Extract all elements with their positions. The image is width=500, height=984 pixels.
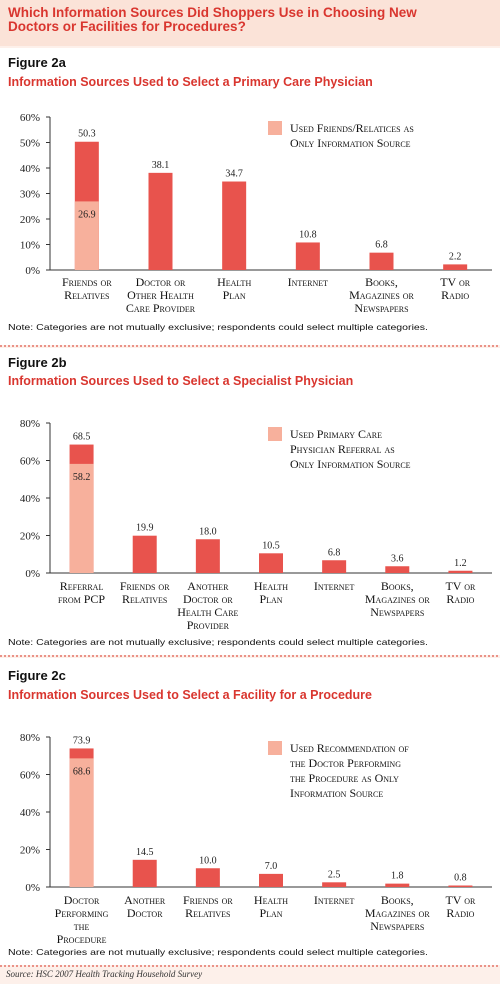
x-tick-label: Books, Magazines or Newspapers	[349, 275, 414, 315]
legend-label: Used Primary Care Physician Referral as On…	[290, 427, 411, 471]
value-label: 19.9	[136, 523, 154, 534]
y-tick-label: 80%	[20, 732, 40, 744]
x-tick-label: TV or Radio	[440, 275, 471, 302]
figure-label: Figure 2c	[8, 668, 66, 683]
x-tick-label: Friends or Relatives	[183, 893, 233, 920]
y-tick-label: 40%	[20, 493, 40, 505]
legend-swatch	[268, 427, 282, 441]
highlight-bar	[69, 463, 94, 573]
x-tick-label: Health Plan	[254, 579, 288, 606]
x-tick-label: Internet	[314, 579, 355, 593]
value-label: 6.8	[328, 547, 341, 558]
legend-swatch	[268, 741, 282, 755]
y-tick-label: 20%	[20, 845, 40, 857]
y-tick-label: 0%	[25, 265, 40, 277]
highlight-value-label: 68.6	[73, 766, 91, 777]
legend-swatch	[268, 121, 282, 135]
x-tick-label: Another Doctor or Health Care Provider	[177, 579, 238, 632]
bar	[195, 539, 220, 573]
chart-title: Information Sources Used to Select a Fac…	[8, 688, 372, 702]
bar	[369, 252, 394, 270]
y-tick-label: 80%	[20, 418, 40, 430]
chart-title: Information Sources Used to Select a Pri…	[8, 75, 373, 89]
bar	[295, 242, 320, 270]
bar	[259, 553, 283, 573]
bar	[322, 882, 347, 887]
figure-label: Figure 2b	[8, 355, 67, 370]
note: Note: Categories are not mutually exclus…	[8, 947, 428, 957]
bar	[132, 859, 157, 887]
value-label: 2.2	[449, 251, 462, 262]
x-tick-label: Internet	[288, 275, 329, 289]
bar	[322, 560, 347, 573]
value-label: 10.0	[199, 855, 217, 866]
highlight-bar	[74, 201, 99, 270]
bar	[148, 172, 173, 270]
y-tick-label: 60%	[20, 112, 40, 124]
y-tick-label: 20%	[20, 214, 40, 226]
bar	[448, 885, 473, 887]
value-label: 10.5	[262, 540, 280, 551]
value-label: 34.7	[225, 169, 243, 180]
highlight-value-label: 26.9	[78, 209, 96, 220]
source: Source: HSC 2007 Health Tracking Househo…	[6, 969, 202, 979]
figure-label: Figure 2a	[8, 55, 67, 70]
bar	[195, 868, 220, 887]
bar	[443, 264, 468, 270]
highlight-bar	[69, 758, 94, 887]
note: Note: Categories are not mutually exclus…	[8, 322, 428, 332]
x-tick-label: Referral from PCP	[58, 579, 105, 606]
note: Note: Categories are not mutually exclus…	[8, 637, 428, 647]
value-label: 68.5	[73, 432, 91, 443]
value-label: 6.8	[375, 240, 388, 251]
bar	[222, 181, 247, 270]
chart-title: Information Sources Used to Select a Spe…	[8, 374, 353, 388]
value-label: 7.0	[265, 861, 278, 872]
x-tick-label: Friends or Relatives	[62, 275, 112, 302]
x-tick-label: Doctor or Other Health Care Provider	[126, 275, 196, 315]
x-tick-label: TV or Radio	[445, 893, 476, 920]
highlight-value-label: 58.2	[73, 472, 91, 483]
y-tick-label: 50%	[20, 138, 40, 150]
value-label: 10.8	[299, 229, 317, 240]
y-tick-label: 60%	[20, 456, 40, 468]
legend-label: Used Recommendation of the Doctor Perform…	[290, 741, 409, 800]
header-band	[0, 0, 500, 46]
value-label: 73.9	[73, 735, 91, 746]
x-tick-label: Health Plan	[254, 893, 288, 920]
x-tick-label: Friends or Relatives	[120, 579, 170, 606]
bar	[132, 535, 157, 573]
x-tick-label: Books, Magazines or Newspapers	[365, 579, 430, 619]
y-tick-label: 10%	[20, 240, 40, 252]
value-label: 1.2	[454, 558, 467, 569]
bar	[385, 566, 410, 573]
value-label: 14.5	[136, 847, 154, 858]
x-tick-label: Health Plan	[217, 275, 251, 302]
legend-label: Used Friends/Relatices as Only Informatio…	[290, 121, 414, 150]
value-label: 2.5	[328, 869, 341, 880]
y-tick-label: 0%	[25, 882, 40, 894]
x-tick-label: Internet	[314, 893, 355, 907]
bar	[259, 873, 283, 887]
y-tick-label: 40%	[20, 807, 40, 819]
value-label: 1.8	[391, 871, 404, 882]
x-tick-label: Another Doctor	[124, 893, 166, 920]
value-label: 38.1	[152, 160, 170, 171]
x-tick-label: TV or Radio	[445, 579, 476, 606]
y-tick-label: 40%	[20, 163, 40, 175]
y-tick-label: 60%	[20, 770, 40, 782]
x-tick-label: Doctor Performing the Procedure	[55, 893, 109, 946]
y-tick-label: 0%	[25, 568, 40, 580]
value-label: 50.3	[78, 129, 96, 140]
bar	[448, 570, 473, 573]
y-tick-label: 20%	[20, 531, 40, 543]
page-title: Which Information Sources Did Shoppers U…	[8, 5, 417, 34]
value-label: 0.8	[454, 873, 467, 884]
value-label: 3.6	[391, 553, 404, 564]
bar	[385, 883, 410, 887]
y-tick-label: 30%	[20, 189, 40, 201]
value-label: 18.0	[199, 526, 217, 537]
x-tick-label: Books, Magazines or Newspapers	[365, 893, 430, 933]
